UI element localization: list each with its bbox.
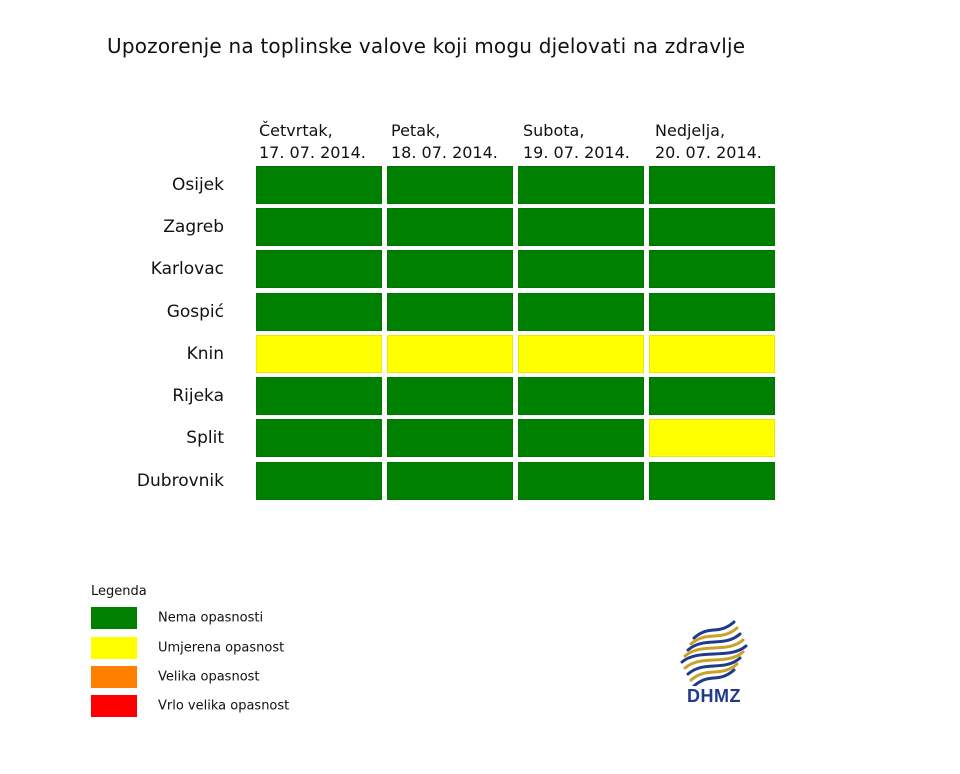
column-date: 20. 07. 2014. xyxy=(655,143,762,162)
heatmap-cell xyxy=(518,377,644,415)
logo-stripe xyxy=(686,632,742,652)
row-label: Zagreb xyxy=(163,217,224,237)
heatmap-cell xyxy=(649,462,775,500)
logo-stripe xyxy=(689,662,739,682)
heatmap-cell xyxy=(518,250,644,288)
row-label: Gospić xyxy=(166,302,224,322)
heatmap-cell xyxy=(649,166,775,204)
heatmap-cell xyxy=(256,208,382,246)
column-date: 18. 07. 2014. xyxy=(391,143,498,162)
heatmap-cell xyxy=(256,335,382,373)
row-label: Rijeka xyxy=(172,386,224,406)
column-day: Četvrtak, xyxy=(259,121,333,140)
heatmap-cell xyxy=(387,462,513,500)
column-header: Subota, 19. 07. 2014. xyxy=(523,120,653,164)
heatmap-cell xyxy=(256,166,382,204)
column-date: 17. 07. 2014. xyxy=(259,143,366,162)
row-label: Karlovac xyxy=(150,259,224,279)
legend-swatch xyxy=(91,607,137,629)
row-label: Osijek xyxy=(172,175,224,195)
dhmz-logo: DHMZ xyxy=(672,620,756,710)
legend-title: Legenda xyxy=(91,584,147,599)
heatmap-cell xyxy=(387,166,513,204)
logo-stripe xyxy=(689,626,739,646)
heatmap-cell xyxy=(649,335,775,373)
heatmap-cell xyxy=(649,419,775,457)
legend-swatch xyxy=(91,637,137,659)
heatmap-cell xyxy=(387,377,513,415)
heatmap-cell xyxy=(649,250,775,288)
legend-swatch xyxy=(91,666,137,688)
chart-title: Upozorenje na toplinske valove koji mogu… xyxy=(107,34,746,58)
heatmap-cell xyxy=(649,293,775,331)
logo-stripe xyxy=(680,644,748,664)
column-header: Četvrtak, 17. 07. 2014. xyxy=(259,120,389,164)
logo-stripe xyxy=(683,638,745,658)
row-label: Dubrovnik xyxy=(136,471,224,491)
heatmap-cell xyxy=(387,293,513,331)
heatmap-cell xyxy=(256,419,382,457)
heatmap-cell xyxy=(518,208,644,246)
row-label: Knin xyxy=(186,344,224,364)
heatmap-cell xyxy=(256,293,382,331)
column-header: Nedjelja, 20. 07. 2014. xyxy=(655,120,785,164)
heatmap-cell xyxy=(387,419,513,457)
logo-stripe xyxy=(686,656,742,676)
heatmap-cell xyxy=(518,462,644,500)
dhmz-logo-icon xyxy=(680,620,748,688)
column-header: Petak, 18. 07. 2014. xyxy=(391,120,521,164)
logo-stripe xyxy=(692,668,736,688)
heatmap-cell xyxy=(649,377,775,415)
heatmap-cell xyxy=(256,462,382,500)
column-date: 19. 07. 2014. xyxy=(523,143,630,162)
logo-text: DHMZ xyxy=(687,686,741,706)
legend-swatch xyxy=(91,695,137,717)
column-day: Subota, xyxy=(523,121,585,140)
heatmap-cell xyxy=(387,208,513,246)
heatmap-cell xyxy=(256,250,382,288)
heatmap-cell xyxy=(518,335,644,373)
logo-stripe xyxy=(692,620,736,640)
heatmap-cell xyxy=(387,250,513,288)
legend-label: Velika opasnost xyxy=(158,669,260,685)
column-day: Nedjelja, xyxy=(655,121,726,140)
logo-stripe xyxy=(683,650,745,670)
heatmap-cell xyxy=(518,166,644,204)
heatmap-cell xyxy=(387,335,513,373)
heatmap-cell xyxy=(518,293,644,331)
heatmap-cell xyxy=(518,419,644,457)
row-label: Split xyxy=(186,428,224,448)
heatmap-cell xyxy=(649,208,775,246)
legend-label: Vrlo velika opasnost xyxy=(158,698,290,714)
column-day: Petak, xyxy=(391,121,441,140)
legend-label: Umjerena opasnost xyxy=(158,640,285,656)
legend-label: Nema opasnosti xyxy=(158,610,264,626)
heatmap-cell xyxy=(256,377,382,415)
